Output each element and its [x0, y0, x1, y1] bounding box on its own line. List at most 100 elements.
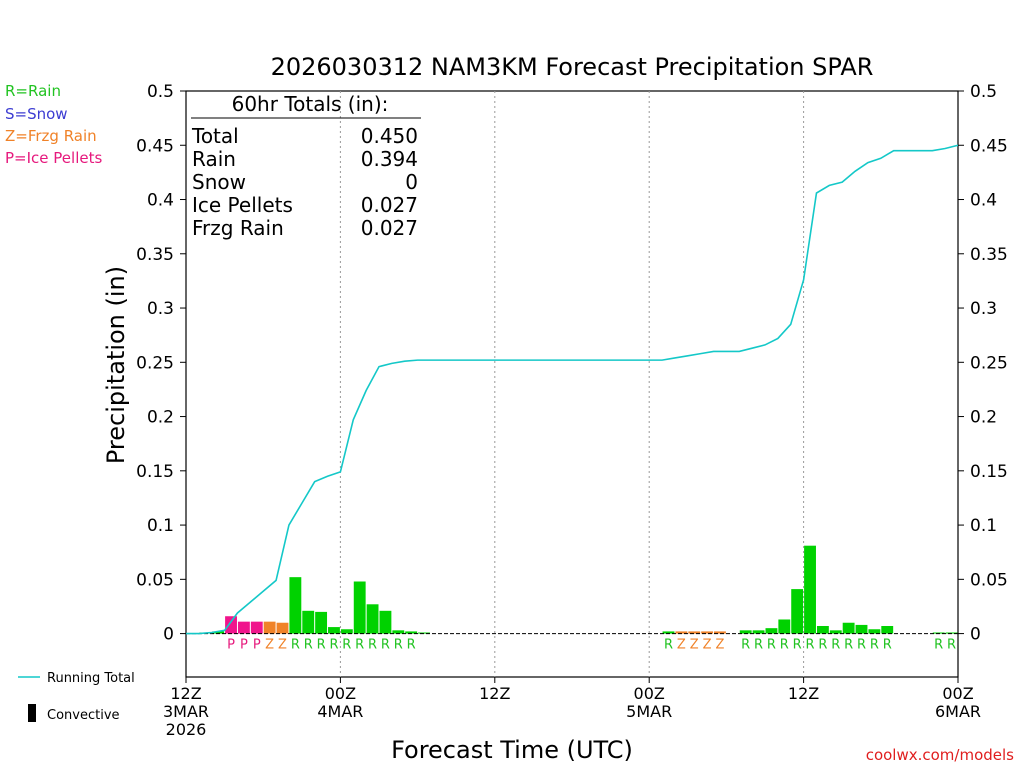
y-tick-label-right: 0.3: [970, 299, 997, 319]
x-tick-label: 00Z: [942, 684, 973, 703]
precip-type-letter: Z: [677, 638, 686, 653]
precip-bar: [328, 627, 340, 634]
x-tick-label: 6MAR: [935, 702, 981, 721]
x-tick-label: 00Z: [325, 684, 356, 703]
precip-bar: [418, 632, 430, 634]
precip-type-letter: R: [831, 638, 840, 653]
precip-type-letter: R: [664, 638, 673, 653]
x-tick-label: 2026: [166, 720, 207, 739]
precip-bar: [714, 631, 726, 634]
running-total-line: [186, 144, 959, 635]
precip-type-letter: R: [304, 638, 313, 653]
precip-bar: [945, 632, 958, 634]
precip-bar: [225, 616, 237, 634]
totals-value: 0.027: [361, 193, 418, 217]
precip-type-letter: R: [291, 638, 300, 653]
precip-bar: [739, 630, 752, 634]
precip-type-letter: Z: [690, 638, 699, 653]
y-tick-label: 0.35: [136, 245, 174, 265]
precip-bar: [237, 621, 250, 634]
precip-bar: [353, 581, 366, 634]
x-tick-label: 5MAR: [626, 702, 672, 721]
line-legend: Running Total Convective: [18, 671, 135, 723]
precip-bar: [675, 631, 688, 634]
y-tick-label-right: 0.2: [970, 408, 997, 428]
plot-frame: [185, 90, 959, 678]
precip-type-letter: R: [342, 638, 351, 653]
x-tick-label: 12Z: [170, 684, 201, 703]
precip-type-letter: Z: [278, 638, 287, 653]
precip-bar: [752, 630, 765, 634]
y-tick-label: 0.05: [136, 570, 174, 590]
precip-bar: [688, 631, 701, 634]
precip-bar: [405, 631, 418, 634]
x-tick-label: 12Z: [788, 684, 819, 703]
legend-freezing-rain: Z=Frzg Rain: [5, 127, 97, 145]
precip-type-letter: R: [857, 638, 866, 653]
precip-type-letter: R: [407, 638, 416, 653]
precip-bar: [212, 631, 225, 634]
totals-label: Frzg Rain: [192, 216, 284, 240]
y-tick-label-right: 0.1: [970, 516, 997, 536]
precip-type-letter: Z: [716, 638, 725, 653]
precip-bar: [932, 632, 945, 634]
precip-bar: [868, 629, 881, 634]
x-tick-label: 12Z: [479, 684, 510, 703]
legend-rain: R=Rain: [5, 82, 61, 100]
y-tick-label: 0: [163, 625, 174, 645]
precip-type-letter: P: [227, 638, 235, 653]
precip-type-letter: R: [934, 638, 943, 653]
y-axis-left: 0.5 0.45 0.4 0.35 0.3 0.25 0.2 0.15 0.1 0.05 0: [136, 82, 186, 645]
precip-type-letter: R: [741, 638, 750, 653]
precip-type-letter: R: [368, 638, 377, 653]
precip-type-letter: P: [253, 638, 261, 653]
y-tick-label: 0.5: [147, 82, 174, 102]
precip-type-letter: R: [329, 638, 338, 653]
precip-type-letter: R: [793, 638, 802, 653]
y-tick-label: 0.45: [136, 136, 174, 156]
precip-type-letter: R: [844, 638, 853, 653]
precip-type-letter: R: [394, 638, 403, 653]
totals-rows: Total 0.450 Rain 0.394 Snow 0 Ice Pellets 0.027…: [191, 124, 418, 240]
precip-bar: [765, 628, 778, 634]
precip-bar: [881, 625, 894, 634]
precip-bar: [662, 631, 675, 634]
y-tick-label-right: 0.15: [970, 462, 1008, 482]
chart-title: 2026030312 NAM3KM Forecast Precipitation…: [271, 53, 874, 81]
y-tick-label-right: 0.45: [970, 136, 1008, 156]
precip-bar: [842, 622, 855, 634]
site-credit: coolwx.com/models: [866, 746, 1014, 764]
precip-bar: [855, 624, 868, 634]
precip-type-letter: R: [818, 638, 827, 653]
y-tick-label: 0.3: [147, 299, 174, 319]
x-axis-label: Forecast Time (UTC): [391, 736, 633, 764]
precip-type-letter: R: [767, 638, 776, 653]
hourly-bars: [199, 545, 958, 634]
y-axis-label: Precipitation (in): [102, 266, 130, 464]
precip-bar: [829, 630, 842, 634]
y-tick-label: 0.1: [147, 516, 174, 536]
convective-swatch: [28, 704, 36, 722]
convective-legend-label: Convective: [47, 708, 120, 723]
precip-type-letter: R: [317, 638, 326, 653]
precip-bar: [276, 622, 289, 634]
y-tick-label: 0.2: [147, 408, 174, 428]
precip-bar: [701, 631, 714, 634]
totals-label: Ice Pellets: [192, 193, 293, 217]
precip-type-letter: Z: [703, 638, 712, 653]
x-tick-label: 3MAR: [163, 702, 209, 721]
running-total-legend-label: Running Total: [47, 671, 135, 686]
precip-type-letter: R: [355, 638, 364, 653]
totals-box: 60hr Totals (in): Total 0.450 Rain 0.394 Sno…: [191, 92, 421, 240]
precip-type-letter: R: [381, 638, 390, 653]
y-tick-label-right: 0.35: [970, 245, 1008, 265]
y-tick-label-right: 0.25: [970, 353, 1008, 373]
y-tick-label: 0.25: [136, 353, 174, 373]
precip-bar: [250, 621, 263, 634]
precip-bar: [804, 545, 816, 634]
precip-bar: [340, 629, 353, 634]
